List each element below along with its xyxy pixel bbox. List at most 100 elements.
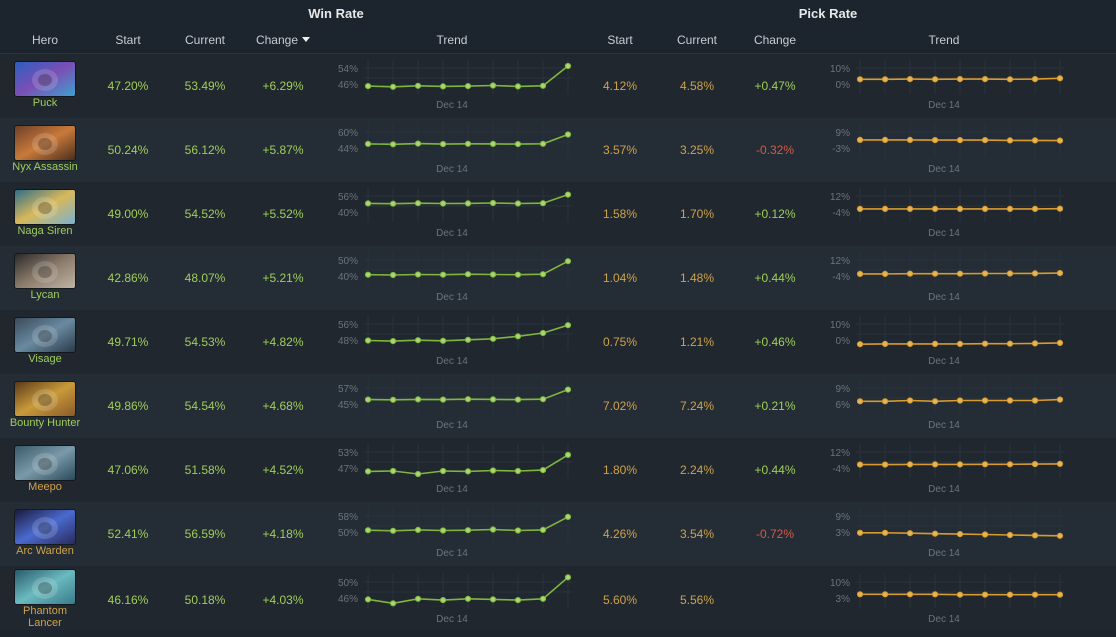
pr-change: +0.44% (736, 271, 814, 285)
wr-ylabel-bot: 40% (328, 208, 358, 219)
col-wr-start[interactable]: Start (90, 33, 166, 47)
hero-portrait[interactable] (15, 318, 75, 352)
pr-ylabel-bot: 3% (820, 594, 850, 605)
wr-start: 46.16% (90, 593, 166, 607)
pr-ylabel-bot: -4% (820, 464, 850, 475)
wr-xlabel: Dec 14 (322, 614, 582, 625)
wr-ylabel-top: 50% (328, 256, 358, 267)
group-header-row: Win Rate Pick Rate (0, 0, 1116, 26)
pr-change: +0.21% (736, 399, 814, 413)
pr-xlabel: Dec 14 (814, 356, 1074, 367)
wr-xlabel: Dec 14 (322, 164, 582, 175)
pr-ylabel-top: 10% (820, 320, 850, 331)
wr-current: 50.18% (166, 593, 244, 607)
col-hero[interactable]: Hero (0, 33, 90, 47)
wr-current: 51.58% (166, 463, 244, 477)
wr-ylabel-top: 58% (328, 512, 358, 523)
wr-xlabel: Dec 14 (322, 100, 582, 111)
col-pr-current[interactable]: Current (658, 33, 736, 47)
hero-name: Visage (28, 354, 61, 366)
hero-cell[interactable]: Lycan (0, 250, 90, 306)
hero-name: Arc Warden (16, 546, 74, 558)
pr-start: 0.75% (582, 335, 658, 349)
wr-start: 47.20% (90, 79, 166, 93)
wr-ylabel-top: 53% (328, 448, 358, 459)
col-pr-trend[interactable]: Trend (814, 33, 1074, 47)
wr-change: +4.03% (244, 593, 322, 607)
pr-current: 1.48% (658, 271, 736, 285)
hero-stats-table: Win Rate Pick Rate Hero Start Current Ch… (0, 0, 1116, 630)
hero-cell[interactable]: Naga Siren (0, 186, 90, 242)
wr-ylabel-bot: 46% (328, 80, 358, 91)
hero-name: Lycan (31, 290, 60, 302)
wr-change: +5.87% (244, 143, 322, 157)
pr-trend-chart: 10% 3% Dec 14 (814, 572, 1074, 628)
col-pr-start[interactable]: Start (582, 33, 658, 47)
pr-change: -0.72% (736, 527, 814, 541)
hero-cell[interactable]: Nyx Assassin (0, 122, 90, 178)
table-row: Arc Warden 52.41% 56.59% +4.18% 58% 50% … (0, 502, 1116, 566)
hero-portrait[interactable] (15, 570, 75, 604)
wr-trend-chart: 58% 50% Dec 14 (322, 506, 582, 562)
wr-ylabel-bot: 40% (328, 272, 358, 283)
table-row: Meepo 47.06% 51.58% +4.52% 53% 47% Dec 1… (0, 438, 1116, 502)
hero-portrait[interactable] (15, 254, 75, 288)
hero-name: Phantom Lancer (6, 606, 84, 629)
wr-change: +4.82% (244, 335, 322, 349)
wr-start: 49.71% (90, 335, 166, 349)
wr-trend-chart: 53% 47% Dec 14 (322, 442, 582, 498)
pr-xlabel: Dec 14 (814, 420, 1074, 431)
hero-cell[interactable]: Phantom Lancer (0, 566, 90, 633)
pr-xlabel: Dec 14 (814, 228, 1074, 239)
pr-trend-chart: 12% -4% Dec 14 (814, 186, 1074, 242)
table-row: Naga Siren 49.00% 54.52% +5.52% 56% 40% … (0, 182, 1116, 246)
pr-change: +0.47% (736, 79, 814, 93)
hero-cell[interactable]: Meepo (0, 442, 90, 498)
pr-change: +0.46% (736, 335, 814, 349)
pr-current: 1.70% (658, 207, 736, 221)
pr-xlabel: Dec 14 (814, 292, 1074, 303)
pr-change: +0.44% (736, 463, 814, 477)
pr-xlabel: Dec 14 (814, 100, 1074, 111)
table-row: Puck 47.20% 53.49% +6.29% 54% 46% Dec 14… (0, 54, 1116, 118)
pr-ylabel-top: 12% (820, 448, 850, 459)
hero-portrait[interactable] (15, 126, 75, 160)
wr-start: 52.41% (90, 527, 166, 541)
col-wr-change-label: Change (256, 33, 298, 47)
hero-cell[interactable]: Puck (0, 58, 90, 114)
hero-cell[interactable]: Bounty Hunter (0, 378, 90, 434)
group-header-pickrate: Pick Rate (582, 6, 1074, 21)
pr-current: 7.24% (658, 399, 736, 413)
wr-change: +4.52% (244, 463, 322, 477)
pr-ylabel-top: 10% (820, 578, 850, 589)
hero-name: Naga Siren (17, 226, 72, 238)
hero-portrait[interactable] (15, 446, 75, 480)
col-wr-current[interactable]: Current (166, 33, 244, 47)
wr-ylabel-top: 50% (328, 578, 358, 589)
hero-portrait[interactable] (15, 62, 75, 96)
pr-ylabel-top: 10% (820, 64, 850, 75)
hero-portrait[interactable] (15, 190, 75, 224)
hero-cell[interactable]: Arc Warden (0, 506, 90, 562)
pr-ylabel-bot: -3% (820, 144, 850, 155)
pr-start: 1.58% (582, 207, 658, 221)
pr-ylabel-top: 12% (820, 256, 850, 267)
pr-xlabel: Dec 14 (814, 164, 1074, 175)
col-wr-change[interactable]: Change (244, 33, 322, 47)
hero-portrait[interactable] (15, 510, 75, 544)
pr-xlabel: Dec 14 (814, 614, 1074, 625)
wr-ylabel-top: 56% (328, 192, 358, 203)
wr-trend-chart: 56% 48% Dec 14 (322, 314, 582, 370)
wr-change: +5.52% (244, 207, 322, 221)
pr-current: 5.56% (658, 593, 736, 607)
wr-start: 47.06% (90, 463, 166, 477)
pr-current: 1.21% (658, 335, 736, 349)
pr-change: +0.12% (736, 207, 814, 221)
wr-start: 49.00% (90, 207, 166, 221)
col-pr-change[interactable]: Change (736, 33, 814, 47)
pr-ylabel-bot: 6% (820, 400, 850, 411)
hero-cell[interactable]: Visage (0, 314, 90, 370)
col-wr-trend[interactable]: Trend (322, 33, 582, 47)
wr-ylabel-top: 60% (328, 128, 358, 139)
hero-portrait[interactable] (15, 382, 75, 416)
